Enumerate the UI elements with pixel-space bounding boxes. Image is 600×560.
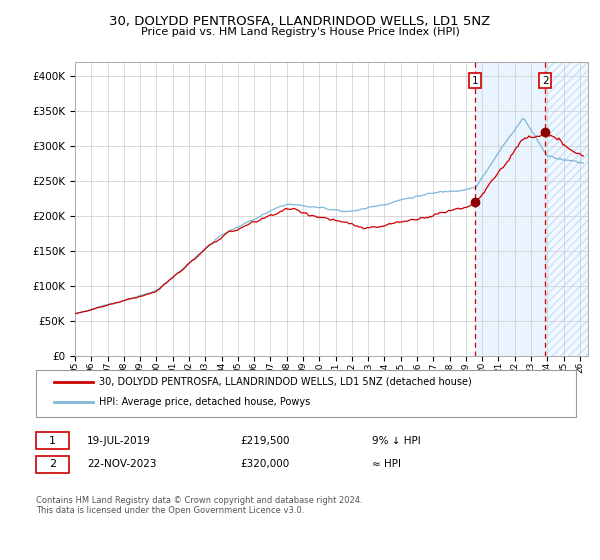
- Text: 30, DOLYDD PENTROSFA, LLANDRINDOD WELLS, LD1 5NZ: 30, DOLYDD PENTROSFA, LLANDRINDOD WELLS,…: [109, 15, 491, 27]
- Text: Price paid vs. HM Land Registry's House Price Index (HPI): Price paid vs. HM Land Registry's House …: [140, 27, 460, 37]
- Bar: [475, 62, 545, 356]
- Text: 2: 2: [542, 76, 548, 86]
- Text: 22-NOV-2023: 22-NOV-2023: [87, 459, 157, 469]
- Text: 1: 1: [49, 436, 56, 446]
- Text: Contains HM Land Registry data © Crown copyright and database right 2024.
This d: Contains HM Land Registry data © Crown c…: [36, 496, 362, 515]
- Text: HPI: Average price, detached house, Powys: HPI: Average price, detached house, Powy…: [99, 397, 310, 407]
- Bar: [545, 62, 588, 356]
- Text: 19-JUL-2019: 19-JUL-2019: [87, 436, 151, 446]
- Text: £320,000: £320,000: [240, 459, 289, 469]
- Text: 30, DOLYDD PENTROSFA, LLANDRINDOD WELLS, LD1 5NZ (detached house): 30, DOLYDD PENTROSFA, LLANDRINDOD WELLS,…: [99, 377, 472, 387]
- Text: 1: 1: [472, 76, 478, 86]
- Text: £219,500: £219,500: [240, 436, 290, 446]
- Bar: [545, 62, 588, 356]
- Text: 9% ↓ HPI: 9% ↓ HPI: [372, 436, 421, 446]
- Text: 2: 2: [49, 459, 56, 469]
- Text: ≈ HPI: ≈ HPI: [372, 459, 401, 469]
